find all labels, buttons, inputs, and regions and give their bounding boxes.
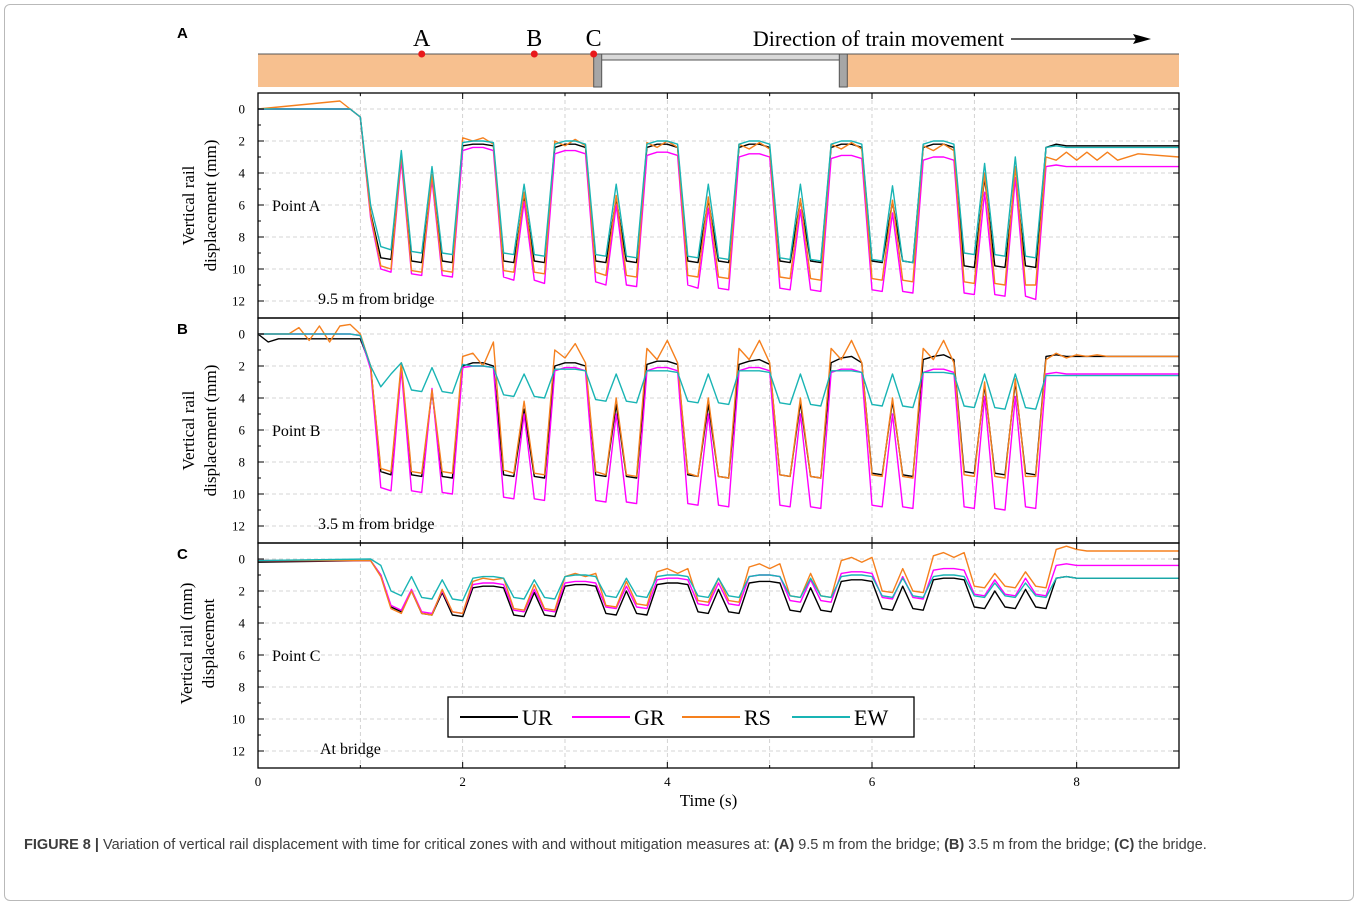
panel-letter-B: B — [177, 321, 188, 338]
y-tick-label: 2 — [239, 584, 246, 599]
y-tick-label: 6 — [239, 423, 246, 438]
y-tick-label: 8 — [239, 230, 246, 245]
abutment-right — [838, 53, 848, 88]
annotation-point: Point A — [272, 198, 321, 215]
point-label-A: A — [413, 26, 431, 52]
legend-label-EW: EW — [854, 705, 888, 730]
series-line-RS — [258, 545, 1179, 616]
legend-label-RS: RS — [744, 705, 771, 730]
y-axis-title-line1: Vertical rail — [179, 165, 198, 245]
y-tick-label: 2 — [239, 134, 246, 149]
panel-letter-A: A — [177, 25, 188, 42]
y-tick-label: 12 — [232, 519, 245, 534]
series-line-RS — [258, 323, 1179, 479]
x-tick-label: 0 — [255, 774, 262, 789]
x-tick-label: 6 — [869, 774, 876, 789]
caption-body: Variation of vertical rail displacement … — [99, 837, 1207, 853]
point-marker-B — [530, 50, 538, 58]
bridge-deck — [595, 53, 842, 61]
y-axis-title: Vertical rail displacement (mm) — [179, 140, 220, 272]
y-axis-title-line2: displacement (mm) — [201, 140, 220, 272]
caption-label: FIGURE 8 | — [24, 837, 99, 853]
x-tick-label: 4 — [664, 774, 671, 789]
point-marker-A — [418, 50, 426, 58]
y-tick-label: 10 — [232, 712, 245, 727]
embankment-left — [258, 54, 596, 87]
y-tick-label: 0 — [239, 327, 246, 342]
series-line-UR — [258, 108, 1179, 269]
series-line-EW — [258, 108, 1179, 264]
figure-frame — [4, 4, 1354, 901]
y-axis-title: Vertical rail displacement (mm) — [179, 365, 220, 497]
caption-part: 3.5 m from the bridge; — [964, 837, 1115, 853]
y-tick-label: 0 — [239, 102, 246, 117]
chart-panel-C: 0 2 4 6 8 10 12 C Vertical rail (mm) displacement… — [177, 542, 1180, 810]
y-tick-label: 0 — [239, 552, 246, 567]
series-line-GR — [258, 333, 1179, 511]
caption-part: (C) — [1114, 837, 1135, 853]
track-schematic: A A B C Direction of train movement — [177, 25, 1179, 88]
y-tick-label: 4 — [239, 391, 246, 406]
chart-panel-B: 0 2 4 6 8 10 12 B Vertical rail displacement (mm)… — [177, 317, 1180, 544]
y-axis-title-line2: displacement (mm) — [201, 365, 220, 497]
annotation-point: Point C — [272, 648, 320, 665]
caption-part: 9.5 m from the bridge; — [794, 837, 945, 853]
legend: UR GR RS EW — [447, 696, 915, 738]
figure-caption: FIGURE 8 | Variation of vertical rail di… — [24, 834, 1334, 856]
y-tick-label: 12 — [232, 744, 245, 759]
caption-part: Variation of vertical rail displacement … — [98, 837, 775, 853]
annotation-distance: 9.5 m from bridge — [318, 291, 434, 308]
y-tick-label: 6 — [239, 198, 246, 213]
direction-label: Direction of train movement — [753, 26, 1004, 51]
y-axis-title-line1: Vertical rail (mm) — [177, 583, 196, 705]
series-line-UR — [258, 559, 1179, 618]
abutment-left — [593, 53, 603, 88]
caption-part: the bridge. — [1134, 837, 1207, 853]
y-tick-label: 2 — [239, 359, 246, 374]
y-tick-label: 12 — [232, 294, 245, 309]
y-tick-label: 8 — [239, 455, 246, 470]
x-tick-label: 8 — [1073, 774, 1080, 789]
point-label-C: C — [586, 26, 602, 52]
annotation-distance: 3.5 m from bridge — [318, 516, 434, 533]
y-axis-title-line1: Vertical rail — [179, 390, 198, 470]
series-line-EW — [258, 558, 1179, 602]
y-tick-label: 10 — [232, 262, 245, 277]
y-axis-title-line2: displacement — [199, 598, 218, 688]
y-tick-label: 4 — [239, 166, 246, 181]
direction-arrow-head — [1133, 34, 1151, 44]
y-tick-label: 4 — [239, 616, 246, 631]
y-axis-title: Vertical rail (mm) displacement — [177, 583, 218, 705]
y-tick-label: 8 — [239, 680, 246, 695]
embankment-right — [847, 54, 1179, 87]
caption-part: (A) — [774, 837, 795, 853]
x-tick-label: 2 — [459, 774, 466, 789]
series-line-UR — [258, 333, 1179, 479]
series-line-EW — [258, 333, 1179, 410]
caption-part: (B) — [944, 837, 965, 853]
series-line-RS — [258, 100, 1179, 286]
point-marker-C — [590, 50, 598, 58]
annotation-point: Point B — [272, 423, 320, 440]
chart-panel-A: 0 2 4 6 8 10 12 Vertical rail displacement (mm) P… — [179, 92, 1180, 319]
annotation-distance: At bridge — [320, 741, 381, 758]
legend-label-GR: GR — [634, 705, 665, 730]
legend-label-UR: UR — [522, 705, 553, 730]
x-axis-title: Time (s) — [680, 791, 737, 810]
y-tick-label: 10 — [232, 487, 245, 502]
y-tick-label: 6 — [239, 648, 246, 663]
panel-letter-C: C — [177, 546, 188, 563]
point-label-B: B — [526, 26, 542, 52]
series-line-GR — [258, 108, 1179, 301]
